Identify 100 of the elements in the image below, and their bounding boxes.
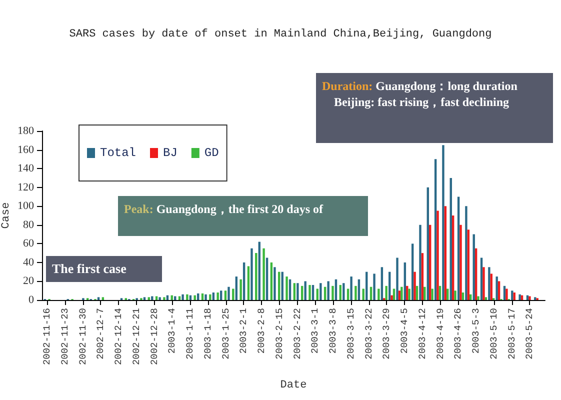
y-tick-label: 140 [18,162,34,175]
bar [506,288,508,300]
bar [242,262,246,300]
bar [414,272,416,300]
x-tick-label: 2003-3-15 [345,308,356,360]
y-tick-label: 60 [23,238,34,250]
bar [429,224,432,300]
x-tick-label: 2003-3-1 [310,308,321,354]
bar [304,281,306,300]
bar [480,258,483,300]
x-tick-label: 2002-12-21 [130,308,142,366]
bar [411,244,414,300]
bar [366,272,368,300]
bar [518,294,521,300]
bar [158,297,161,300]
bar [438,286,442,300]
bar [334,279,338,300]
bar [186,294,188,300]
bar [174,296,176,300]
bar [400,286,403,300]
bar [262,248,265,300]
bar [204,294,207,300]
bar [484,297,488,300]
x-tick-label: 2002-12-7 [95,308,106,360]
bar [220,290,222,300]
bar [434,159,437,300]
legend-label: Total [100,146,136,160]
x-tick-label: 2003-2-8 [256,308,268,354]
bar [503,286,506,300]
x-tick-label: 2002-11-16 [42,308,53,366]
y-tick-label: 120 [18,181,34,194]
x-tick-label: 2002-11-30 [77,308,88,366]
bar [408,288,410,300]
bar [362,288,364,300]
bar [442,145,444,300]
bar [424,286,426,300]
x-tick-label: 2003-3-29 [381,308,392,360]
x-tick-label: 2002-11-23 [59,308,70,366]
bar [327,281,330,300]
x-tick-label: 2002-12-14 [113,308,124,366]
bar [465,206,468,300]
bar [488,267,490,300]
y-tick-label: 100 [18,200,34,212]
bar [444,206,447,300]
x-tick-label: 2003-5-10 [488,308,500,360]
bar [324,286,326,300]
bar [380,267,384,300]
bar [496,276,498,300]
bar [477,296,480,300]
x-tick-label: 2003-4-5 [399,308,410,354]
bar [255,253,258,300]
chart-title: SARS cases by date of onset in Mainland China,Beijing, Guangdong [69,28,492,40]
bar [293,283,296,300]
y-tick-label: 0 [28,294,34,306]
bar [155,296,158,300]
bar [224,290,227,300]
bar [288,279,292,300]
bar [406,286,408,300]
bar [143,297,146,300]
bar [452,216,454,300]
bar [332,286,334,300]
bar [398,290,401,300]
bar [350,276,352,300]
bar [209,294,212,300]
bar [286,276,288,300]
x-tick-label: 2003-5-17 [506,308,518,360]
y-tick-label: 160 [18,144,34,156]
bar [178,296,181,300]
x-tick-label: 2003-1-18 [202,308,214,360]
bar [102,297,104,300]
x-tick-label: 2003-3-8 [328,308,339,354]
bar [358,279,360,300]
x-tick-label: 2003-1-25 [220,308,232,360]
bar [474,248,478,300]
y-axis-title: Case [0,202,12,229]
x-tick-label: 2002-12-28 [148,308,160,366]
bar [388,272,391,300]
bar [250,248,253,300]
bar [385,286,388,300]
bar [396,258,398,300]
bar [320,283,322,300]
x-tick-label: 2003-4-26 [452,308,464,360]
bar [300,286,304,300]
bar [419,224,422,300]
bar [472,234,475,300]
bar [421,253,424,300]
x-tick-label: 2003-3-22 [363,308,374,360]
bar [216,292,219,300]
bar [354,286,357,300]
bar [316,288,319,300]
x-tick-label: 2003-5-24 [524,308,536,360]
bar [97,297,100,300]
bar [431,288,434,300]
x-tick-label: 2003-1-11 [184,308,196,360]
x-axis-title: Date [280,380,307,392]
bar [228,286,230,300]
bar [163,297,166,300]
x-tick-label: 2003-2-15 [274,308,285,360]
bar [270,262,273,300]
bar [416,286,418,300]
